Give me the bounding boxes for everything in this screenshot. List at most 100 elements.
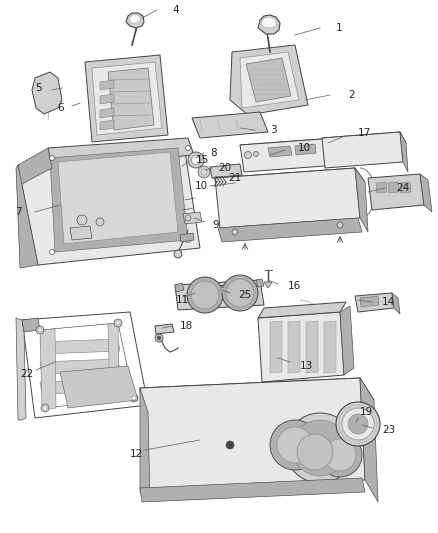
Text: 2: 2 (348, 90, 355, 100)
Polygon shape (322, 132, 403, 168)
Circle shape (43, 406, 47, 410)
Polygon shape (175, 283, 184, 292)
Polygon shape (322, 132, 406, 150)
Polygon shape (236, 284, 244, 297)
Text: 25: 25 (238, 290, 251, 300)
Polygon shape (288, 321, 300, 373)
Circle shape (114, 319, 122, 327)
Circle shape (337, 222, 343, 228)
Text: 5: 5 (35, 83, 42, 93)
Text: 22: 22 (20, 369, 33, 379)
Text: 20: 20 (218, 163, 231, 173)
Text: 3: 3 (270, 125, 277, 135)
Polygon shape (360, 378, 378, 502)
Polygon shape (140, 388, 150, 502)
Polygon shape (70, 226, 92, 240)
Text: 4: 4 (172, 5, 179, 15)
Circle shape (270, 420, 320, 470)
Text: 10: 10 (298, 143, 311, 153)
Circle shape (130, 394, 138, 402)
Polygon shape (40, 329, 56, 410)
Circle shape (348, 414, 368, 434)
Polygon shape (32, 72, 62, 114)
Polygon shape (355, 168, 368, 232)
Circle shape (254, 151, 258, 157)
Circle shape (155, 334, 163, 342)
Circle shape (318, 433, 362, 477)
Circle shape (157, 336, 161, 340)
Circle shape (297, 434, 333, 470)
Circle shape (49, 249, 54, 254)
Polygon shape (85, 55, 168, 142)
Circle shape (186, 238, 191, 243)
Circle shape (198, 166, 210, 178)
Polygon shape (388, 182, 399, 193)
Text: 18: 18 (180, 321, 193, 331)
Polygon shape (215, 168, 360, 228)
Polygon shape (258, 312, 344, 382)
Polygon shape (40, 359, 120, 374)
Text: 11: 11 (176, 295, 189, 305)
Circle shape (277, 427, 313, 463)
Polygon shape (360, 296, 379, 307)
Polygon shape (218, 284, 238, 296)
Polygon shape (215, 168, 365, 193)
Polygon shape (92, 62, 162, 135)
Polygon shape (256, 279, 264, 287)
Circle shape (324, 439, 356, 471)
Circle shape (285, 413, 355, 483)
Polygon shape (306, 321, 318, 373)
Polygon shape (16, 165, 38, 268)
Circle shape (222, 275, 258, 311)
Text: 13: 13 (300, 361, 313, 371)
Polygon shape (240, 138, 338, 172)
Polygon shape (268, 146, 292, 157)
Polygon shape (140, 378, 374, 412)
Text: 21: 21 (228, 173, 241, 183)
Polygon shape (192, 112, 268, 138)
Text: 17: 17 (358, 128, 371, 138)
Circle shape (191, 155, 201, 165)
Polygon shape (58, 152, 178, 244)
Polygon shape (50, 148, 188, 252)
Polygon shape (175, 280, 264, 310)
Text: 24: 24 (396, 183, 409, 193)
Polygon shape (246, 58, 291, 102)
Polygon shape (355, 293, 394, 312)
Polygon shape (420, 174, 432, 212)
Polygon shape (270, 321, 282, 373)
Text: 10: 10 (195, 181, 208, 191)
Polygon shape (400, 182, 411, 193)
Polygon shape (258, 15, 280, 34)
Polygon shape (40, 379, 120, 394)
Circle shape (185, 215, 191, 221)
Polygon shape (376, 182, 387, 193)
Circle shape (226, 279, 254, 307)
Circle shape (132, 396, 136, 400)
Polygon shape (60, 366, 138, 408)
Text: 23: 23 (382, 425, 395, 435)
Text: 12: 12 (130, 449, 143, 459)
Polygon shape (22, 318, 40, 332)
Polygon shape (340, 306, 354, 375)
Polygon shape (258, 302, 346, 318)
Polygon shape (16, 318, 26, 420)
Circle shape (49, 156, 54, 160)
Polygon shape (100, 80, 114, 90)
Circle shape (201, 169, 207, 175)
Polygon shape (180, 233, 194, 242)
Polygon shape (129, 15, 141, 23)
Circle shape (116, 321, 120, 325)
Polygon shape (108, 68, 154, 130)
Circle shape (38, 328, 42, 332)
Circle shape (188, 152, 204, 168)
Polygon shape (140, 478, 365, 502)
Circle shape (226, 441, 234, 449)
Text: 7: 7 (15, 207, 21, 217)
Polygon shape (240, 52, 299, 108)
Circle shape (77, 215, 87, 225)
Polygon shape (400, 132, 408, 172)
Polygon shape (100, 108, 114, 118)
Circle shape (232, 229, 238, 235)
Polygon shape (392, 293, 400, 314)
